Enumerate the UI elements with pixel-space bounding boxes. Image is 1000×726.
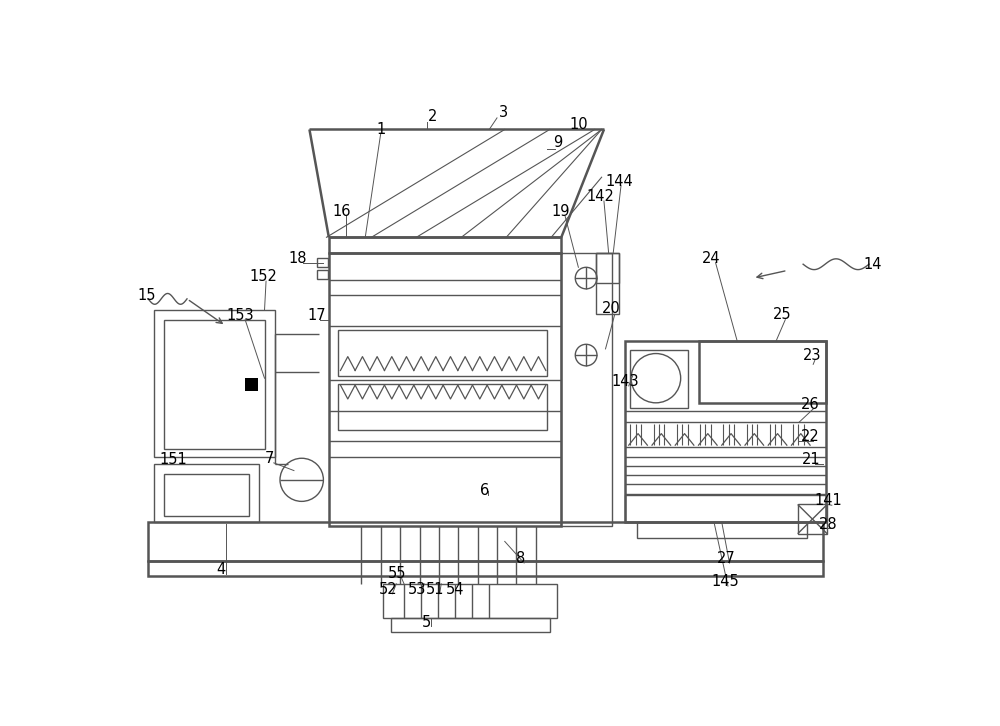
Bar — [698, 341, 826, 403]
Bar — [596, 253, 619, 314]
Bar — [338, 330, 547, 376]
Bar — [637, 522, 807, 537]
Text: 4: 4 — [216, 562, 226, 576]
Text: 144: 144 — [606, 174, 633, 189]
Text: 55: 55 — [388, 566, 406, 582]
Text: 142: 142 — [587, 189, 615, 204]
Bar — [329, 237, 561, 253]
Text: 53: 53 — [408, 582, 426, 597]
Text: 143: 143 — [612, 374, 639, 388]
Text: 23: 23 — [802, 348, 821, 362]
Bar — [625, 495, 826, 522]
Bar — [148, 522, 822, 560]
Text: 54: 54 — [446, 582, 464, 597]
Bar — [154, 311, 275, 457]
Bar — [164, 473, 249, 516]
Bar — [383, 584, 557, 619]
Text: 153: 153 — [227, 308, 254, 322]
Text: 20: 20 — [602, 301, 621, 317]
Bar — [596, 253, 619, 283]
Bar — [798, 505, 827, 534]
Text: 14: 14 — [864, 257, 882, 272]
Text: 51: 51 — [426, 582, 444, 597]
Bar — [630, 351, 688, 408]
Text: 10: 10 — [569, 117, 588, 131]
Bar — [164, 319, 264, 449]
Bar — [338, 383, 547, 430]
Text: 8: 8 — [516, 551, 526, 566]
Text: 9: 9 — [553, 135, 562, 150]
Text: 19: 19 — [551, 204, 570, 219]
Text: 28: 28 — [819, 517, 837, 532]
Bar — [148, 560, 822, 576]
Bar — [329, 253, 561, 526]
Text: 15: 15 — [137, 287, 156, 303]
Bar — [625, 341, 826, 522]
Text: 151: 151 — [159, 452, 187, 468]
Bar — [317, 258, 328, 267]
Text: 141: 141 — [815, 493, 843, 508]
Text: 24: 24 — [702, 250, 720, 266]
Text: 1: 1 — [376, 122, 385, 137]
Text: 7: 7 — [264, 451, 274, 466]
Text: 26: 26 — [801, 397, 819, 412]
Text: 3: 3 — [499, 105, 508, 120]
Text: 2: 2 — [428, 109, 437, 124]
Bar — [391, 619, 550, 632]
Text: 5: 5 — [422, 615, 431, 629]
Bar — [317, 269, 328, 279]
Bar — [561, 253, 612, 526]
Text: 16: 16 — [333, 204, 351, 219]
Text: 18: 18 — [289, 250, 307, 266]
Text: 17: 17 — [307, 309, 326, 323]
Text: 25: 25 — [773, 307, 792, 322]
Text: 152: 152 — [249, 269, 277, 284]
Text: 27: 27 — [717, 551, 736, 566]
Text: 22: 22 — [801, 429, 819, 444]
Text: 145: 145 — [711, 574, 739, 589]
Bar — [245, 378, 258, 391]
Bar — [154, 465, 259, 522]
Text: 6: 6 — [480, 483, 489, 498]
Text: 21: 21 — [802, 452, 821, 468]
Text: 52: 52 — [378, 582, 397, 597]
